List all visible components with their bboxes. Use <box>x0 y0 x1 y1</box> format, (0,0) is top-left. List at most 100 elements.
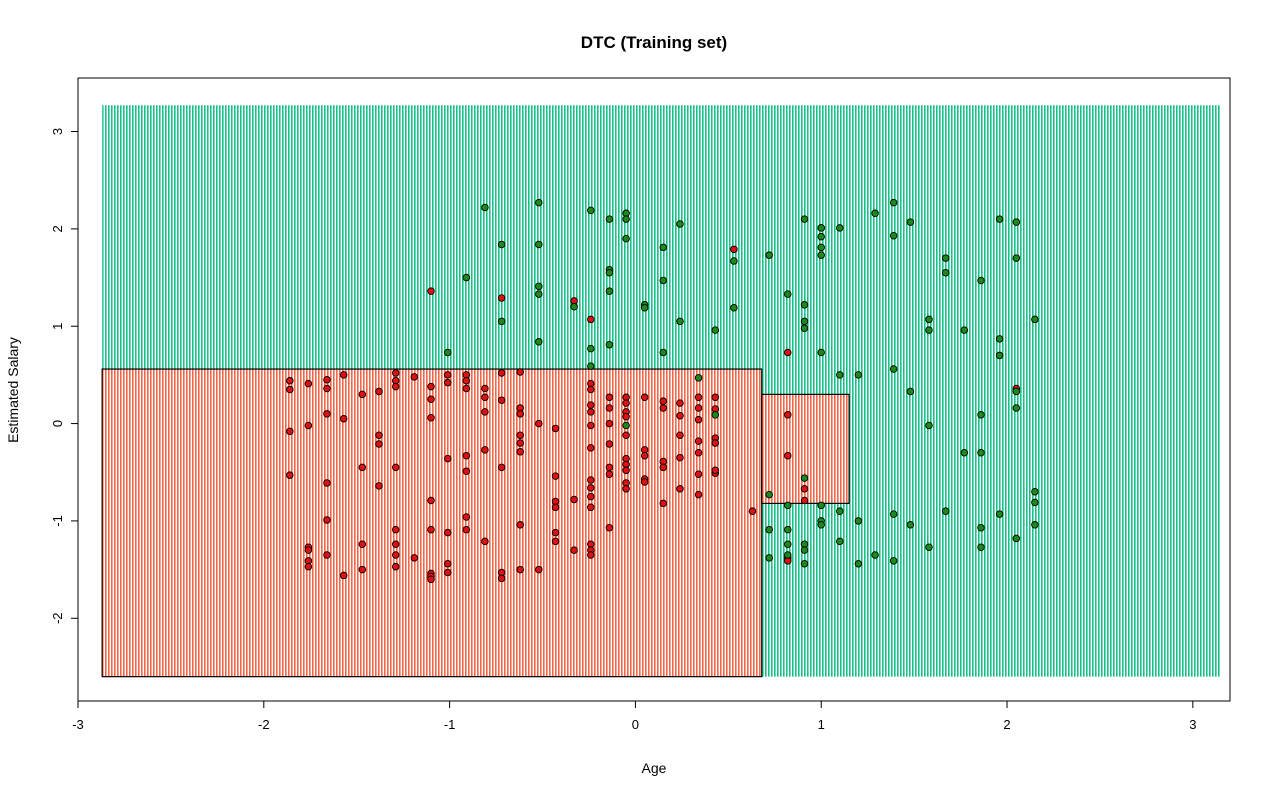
point-class0 <box>587 444 595 452</box>
point-class1 <box>587 344 595 353</box>
x-tick-label: -1 <box>444 717 456 732</box>
point-class1 <box>800 546 809 554</box>
point-class0 <box>551 472 560 480</box>
point-class0 <box>659 397 668 405</box>
point-class1 <box>765 525 773 534</box>
point-class0 <box>551 424 560 433</box>
point-class1 <box>906 387 915 396</box>
point-class0 <box>375 482 383 490</box>
point-class0 <box>800 485 809 493</box>
point-class0 <box>339 371 348 379</box>
point-class0 <box>323 551 331 559</box>
point-class1 <box>1012 404 1021 412</box>
point-class0 <box>427 413 435 422</box>
point-class1 <box>765 251 773 259</box>
point-class0 <box>427 395 435 403</box>
point-class1 <box>800 474 809 482</box>
point-class0 <box>535 419 543 428</box>
point-class1 <box>497 240 506 249</box>
x-axis: -3 -2 -1 0 1 2 3 <box>72 700 1196 732</box>
point-class0 <box>358 390 367 399</box>
point-class0 <box>605 470 614 478</box>
point-class1 <box>605 215 614 223</box>
point-class0 <box>570 546 578 554</box>
point-class0 <box>391 525 400 534</box>
training-points <box>286 198 1039 584</box>
decision-regions <box>101 105 1221 678</box>
point-class1 <box>906 218 915 226</box>
point-class1 <box>535 198 543 207</box>
x-axis-label: Age <box>642 760 667 776</box>
point-class1 <box>1012 254 1021 262</box>
point-class0 <box>659 499 668 508</box>
point-class1 <box>605 340 614 349</box>
point-class1 <box>784 290 792 298</box>
point-class0 <box>304 379 313 388</box>
point-class0 <box>587 408 595 416</box>
point-class0 <box>694 470 703 478</box>
point-class0 <box>444 568 452 577</box>
point-class0 <box>711 393 720 402</box>
point-class0 <box>427 287 435 295</box>
point-class0 <box>286 427 294 436</box>
point-class0 <box>587 401 595 409</box>
point-class0 <box>323 384 331 393</box>
point-class0 <box>339 414 348 423</box>
point-class1 <box>587 362 595 370</box>
point-class0 <box>481 384 489 393</box>
point-class0 <box>605 404 614 412</box>
point-class0 <box>516 431 524 440</box>
point-class0 <box>323 410 331 418</box>
point-class0 <box>304 546 313 554</box>
point-class0 <box>516 565 524 574</box>
point-class0 <box>784 411 792 419</box>
point-class1 <box>1012 534 1021 543</box>
point-class1 <box>906 521 915 529</box>
point-class0 <box>694 393 703 402</box>
point-class1 <box>941 254 950 262</box>
point-class0 <box>800 496 809 505</box>
point-class1 <box>800 215 809 223</box>
point-class1 <box>622 234 630 243</box>
x-tick-label: -3 <box>72 717 84 732</box>
point-class0 <box>323 516 331 524</box>
point-class1 <box>836 537 844 546</box>
point-class1 <box>977 276 985 285</box>
point-class0 <box>391 382 400 391</box>
point-class0 <box>587 385 595 394</box>
point-class1 <box>941 268 950 277</box>
point-class1 <box>836 371 844 379</box>
point-class1 <box>659 276 668 285</box>
point-class0 <box>462 525 471 534</box>
x-tick-label: 1 <box>818 717 825 732</box>
point-class1 <box>817 224 825 232</box>
point-class0 <box>551 503 560 512</box>
point-class1 <box>817 501 825 510</box>
point-class1 <box>784 525 792 534</box>
point-class0 <box>462 467 471 476</box>
point-class1 <box>817 243 825 252</box>
point-class1 <box>836 224 844 232</box>
point-class0 <box>286 385 294 394</box>
point-class0 <box>391 540 400 549</box>
point-class0 <box>711 439 720 447</box>
point-class0 <box>444 371 452 379</box>
point-class1 <box>676 317 684 326</box>
point-class0 <box>694 437 703 445</box>
point-class1 <box>800 301 809 309</box>
point-class0 <box>497 294 506 302</box>
y-tick-label: -1 <box>50 515 65 527</box>
point-class0 <box>481 393 489 402</box>
point-class1 <box>535 338 543 346</box>
point-class1 <box>1012 218 1021 226</box>
point-class0 <box>497 463 506 472</box>
point-class0 <box>605 419 614 428</box>
point-class0 <box>784 451 792 460</box>
point-class0 <box>587 503 595 512</box>
point-class1 <box>659 243 668 252</box>
point-class1 <box>977 411 985 419</box>
point-class0 <box>587 421 595 430</box>
point-class0 <box>535 565 543 574</box>
point-class0 <box>323 479 331 487</box>
point-class0 <box>570 495 578 504</box>
